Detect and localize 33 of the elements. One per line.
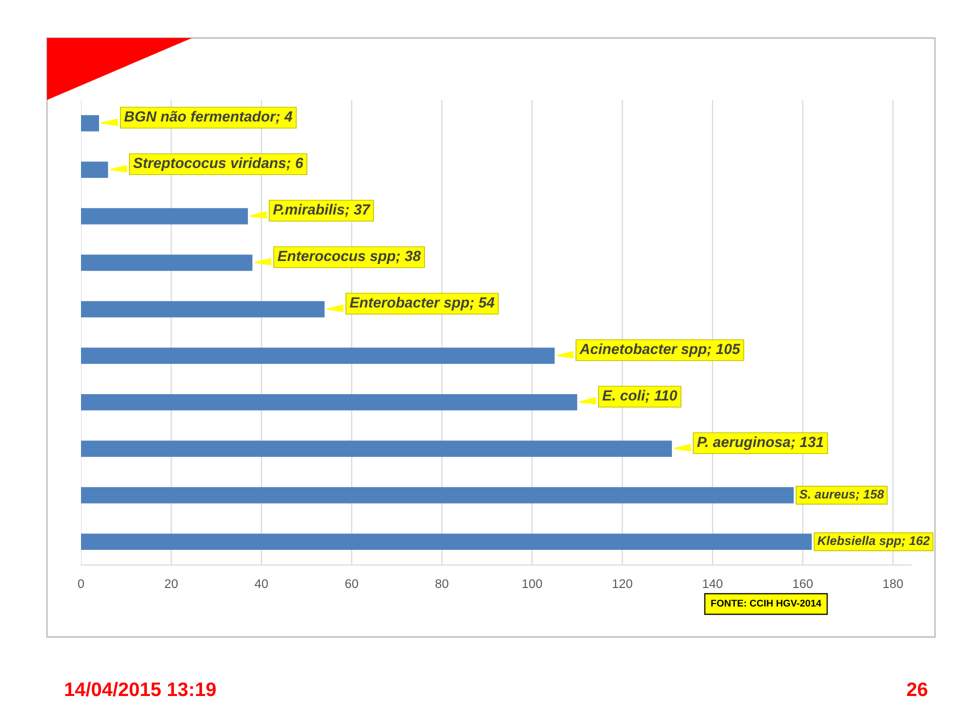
data-label: E. coli; 110 (602, 390, 678, 403)
x-tick-label: 60 (345, 579, 358, 588)
data-label: P.mirabilis; 37 (273, 204, 370, 217)
data-label: Acinetobacter spp; 105 (579, 343, 740, 357)
bar (81, 534, 812, 550)
x-tick-label: 160 (793, 579, 813, 588)
bar (81, 162, 108, 178)
data-label: Enterobacter spp; 54 (350, 296, 494, 310)
data-label: Enterococus spp; 38 (278, 250, 421, 264)
bar (81, 394, 578, 410)
bar (81, 348, 555, 364)
data-label: Streptococus viridans; 6 (133, 157, 304, 171)
x-tick-label: 80 (435, 579, 448, 588)
x-tick-label: 100 (522, 579, 542, 588)
bar (81, 208, 248, 224)
x-tick-label: 40 (254, 579, 268, 588)
bar (81, 487, 794, 504)
bar (81, 301, 325, 318)
bar (81, 254, 252, 271)
x-tick-label: 120 (612, 579, 632, 588)
bar (81, 440, 672, 457)
text: 14/04/2015 13:19 (65, 682, 216, 696)
data-label: P. aeruginosa; 131 (697, 436, 824, 450)
data-label: S. aureus; 158 (799, 490, 884, 500)
x-tick-label: 0 (78, 579, 84, 588)
source-note: FONTE: CCIH HGV-2014 (711, 600, 822, 607)
text: 26 (907, 682, 928, 696)
data-label: BGN não fermentador; 4 (124, 110, 292, 124)
x-tick-label: 140 (703, 579, 722, 588)
data-label: Klebsiella spp; 162 (818, 536, 930, 548)
x-tick-label: 180 (883, 579, 903, 588)
x-tick-label: 20 (164, 579, 178, 588)
bar (81, 115, 100, 132)
